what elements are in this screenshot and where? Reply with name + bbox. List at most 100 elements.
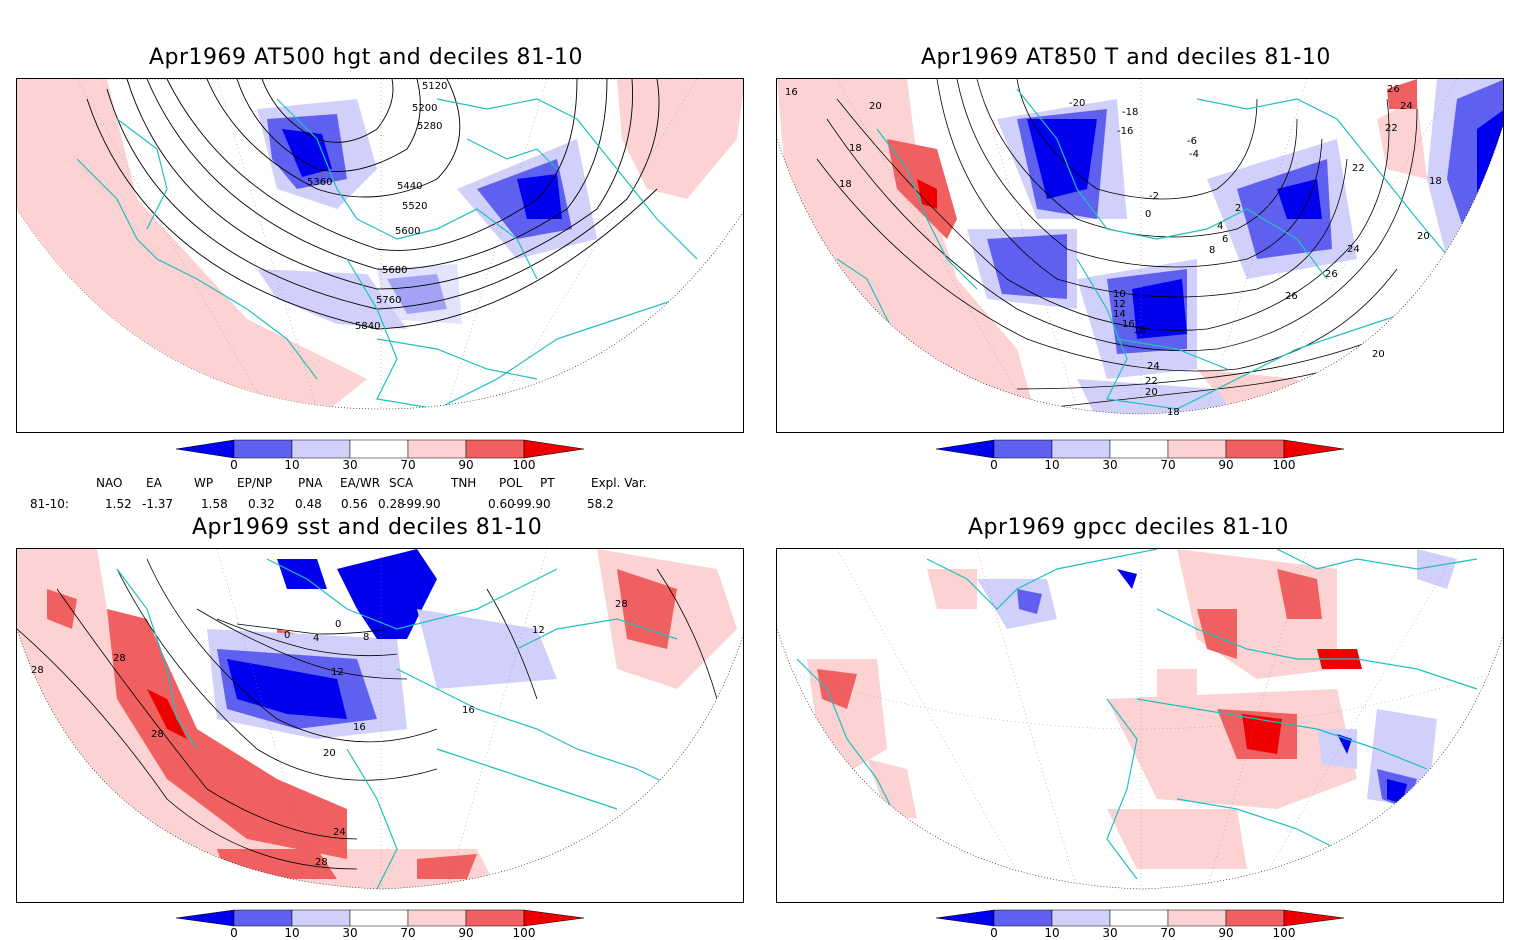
contour-label: 4 <box>1217 221 1223 232</box>
anomaly-light-red <box>1107 809 1247 869</box>
colorbar-tick: 10 <box>284 926 300 940</box>
contour-label: 4 <box>313 633 319 644</box>
index-header: EP/NP <box>237 476 273 490</box>
contour-label: 8 <box>363 632 369 643</box>
contour-label: 5120 <box>422 81 447 92</box>
contour-label: 5680 <box>382 265 407 276</box>
index-value: 0.28 <box>378 497 405 511</box>
contour-label: 18 <box>1429 176 1442 187</box>
contour-label: -2 <box>1149 191 1159 202</box>
index-header: NAO <box>96 476 123 490</box>
anomaly-light-red <box>1107 689 1357 809</box>
index-header: POL <box>499 476 523 490</box>
index-value: 58.2 <box>587 497 614 511</box>
anomaly-strong-blue <box>1132 279 1187 339</box>
index-header: PNA <box>298 476 323 490</box>
anomaly-light-blue <box>1077 379 1237 414</box>
map-sst: 28 28 28 0 4 0 8 12 16 16 20 24 28 28 12 <box>17 549 743 890</box>
contour-label: 5280 <box>417 121 442 132</box>
anomaly-mid-blue <box>1017 589 1042 614</box>
anomaly-mid-red <box>417 854 477 879</box>
map-panel-at500: 5120 5200 5280 5360 5440 5520 5600 5680 … <box>16 78 744 433</box>
contour-label: 5840 <box>355 321 380 332</box>
index-value: -99.90 <box>512 497 551 511</box>
contour-label: 26 <box>1325 269 1338 280</box>
colorbar-tick: 70 <box>1160 926 1176 940</box>
coastlines <box>796 549 1478 880</box>
contour-label: 5520 <box>402 201 427 212</box>
anomaly-light-blue <box>977 579 1057 629</box>
panel-title-gpcc: Apr1969 gpcc deciles 81-10 <box>968 515 1289 540</box>
contour-label: 5200 <box>412 103 437 114</box>
index-header: EA <box>146 476 162 490</box>
contour-label: 16 <box>1122 319 1135 330</box>
contour-label: 6 <box>1222 234 1228 245</box>
anomaly-light-red <box>617 79 743 199</box>
contour-label: 0 <box>284 630 290 641</box>
contour-label: 2 <box>1235 203 1241 214</box>
colorbar-tick: 90 <box>458 926 474 940</box>
colorbar-tick: 30 <box>342 458 358 472</box>
contour-labels: 16 20 18 18 26 24 22 -20 -18 -16 -6 -4 -… <box>785 84 1442 418</box>
colorbar-tick: 90 <box>1218 458 1234 472</box>
contour-label: 20 <box>1145 387 1158 398</box>
contour-label: 28 <box>151 729 164 740</box>
colorbar-swatches <box>175 909 585 927</box>
anomaly-strong-blue <box>1117 569 1137 589</box>
contour-label: 28 <box>315 857 328 868</box>
contour-label: 5760 <box>376 295 401 306</box>
index-header: WP <box>194 476 214 490</box>
anomaly-strong-blue <box>277 559 327 589</box>
colorbar-tick: 10 <box>1044 458 1060 472</box>
colorbar-tick: 100 <box>512 926 536 940</box>
anomaly-mid-blue <box>987 234 1067 299</box>
index-row-label: 81-10: <box>30 497 69 511</box>
colorbar-tick: 100 <box>512 458 536 472</box>
index-header: PT <box>540 476 555 490</box>
colorbar-tick: 0 <box>990 926 998 940</box>
contour-label: 14 <box>1113 309 1126 320</box>
coastlines <box>836 88 1468 410</box>
anomaly-light-blue <box>1317 729 1357 769</box>
contour-label: 8 <box>1209 245 1215 256</box>
contour-label: 24 <box>1347 244 1360 255</box>
anomaly-light-red <box>927 569 977 609</box>
anomaly-light-blue <box>1417 549 1457 589</box>
colorbar-swatches <box>175 439 585 459</box>
colorbar-tick: 100 <box>1272 926 1296 940</box>
contour-label: 24 <box>1400 101 1413 112</box>
contour-label: 22 <box>1385 123 1398 134</box>
contour-label: 20 <box>1372 349 1385 360</box>
anomaly-light-blue <box>417 609 557 689</box>
colorbar-sst: 0 10 30 70 90 100 <box>175 909 586 940</box>
colorbar-tick: 30 <box>1102 926 1118 940</box>
contour-label: 28 <box>113 653 126 664</box>
panel-title-sst: Apr1969 sst and deciles 81-10 <box>192 515 543 540</box>
map-panel-gpcc <box>776 548 1504 903</box>
colorbar-tick: 100 <box>1272 458 1296 472</box>
contour-label: 5440 <box>397 181 422 192</box>
contour-label: -18 <box>1122 107 1138 118</box>
map-panel-at850: 16 20 18 18 26 24 22 -20 -18 -16 -6 -4 -… <box>776 78 1504 433</box>
anomaly-strong-blue <box>282 129 332 177</box>
contour-label: -16 <box>1117 126 1133 137</box>
contour-label: 5600 <box>395 226 420 237</box>
anomaly-mid-red <box>1197 609 1237 659</box>
colorbar-tick: 30 <box>1102 458 1118 472</box>
index-value: -1.37 <box>142 497 174 511</box>
colorbar-tick: 90 <box>458 458 474 472</box>
index-value: 1.58 <box>201 497 228 511</box>
contour-label: 24 <box>333 827 346 838</box>
contour-label: 10 <box>1113 289 1126 300</box>
anomaly-light-red <box>777 79 1037 414</box>
contour-label: 5360 <box>307 177 332 188</box>
index-value: -99.90 <box>402 497 441 511</box>
anomaly-strong-blue <box>1277 179 1322 219</box>
colorbar-tick: 70 <box>400 458 416 472</box>
anomaly-mid-red <box>47 589 77 629</box>
contour-label: 16 <box>462 705 475 716</box>
anomaly-strong-blue <box>1027 119 1097 199</box>
anomaly-light-blue <box>377 264 462 324</box>
map-gpcc <box>777 549 1503 890</box>
contour-label: 26 <box>1387 84 1400 95</box>
